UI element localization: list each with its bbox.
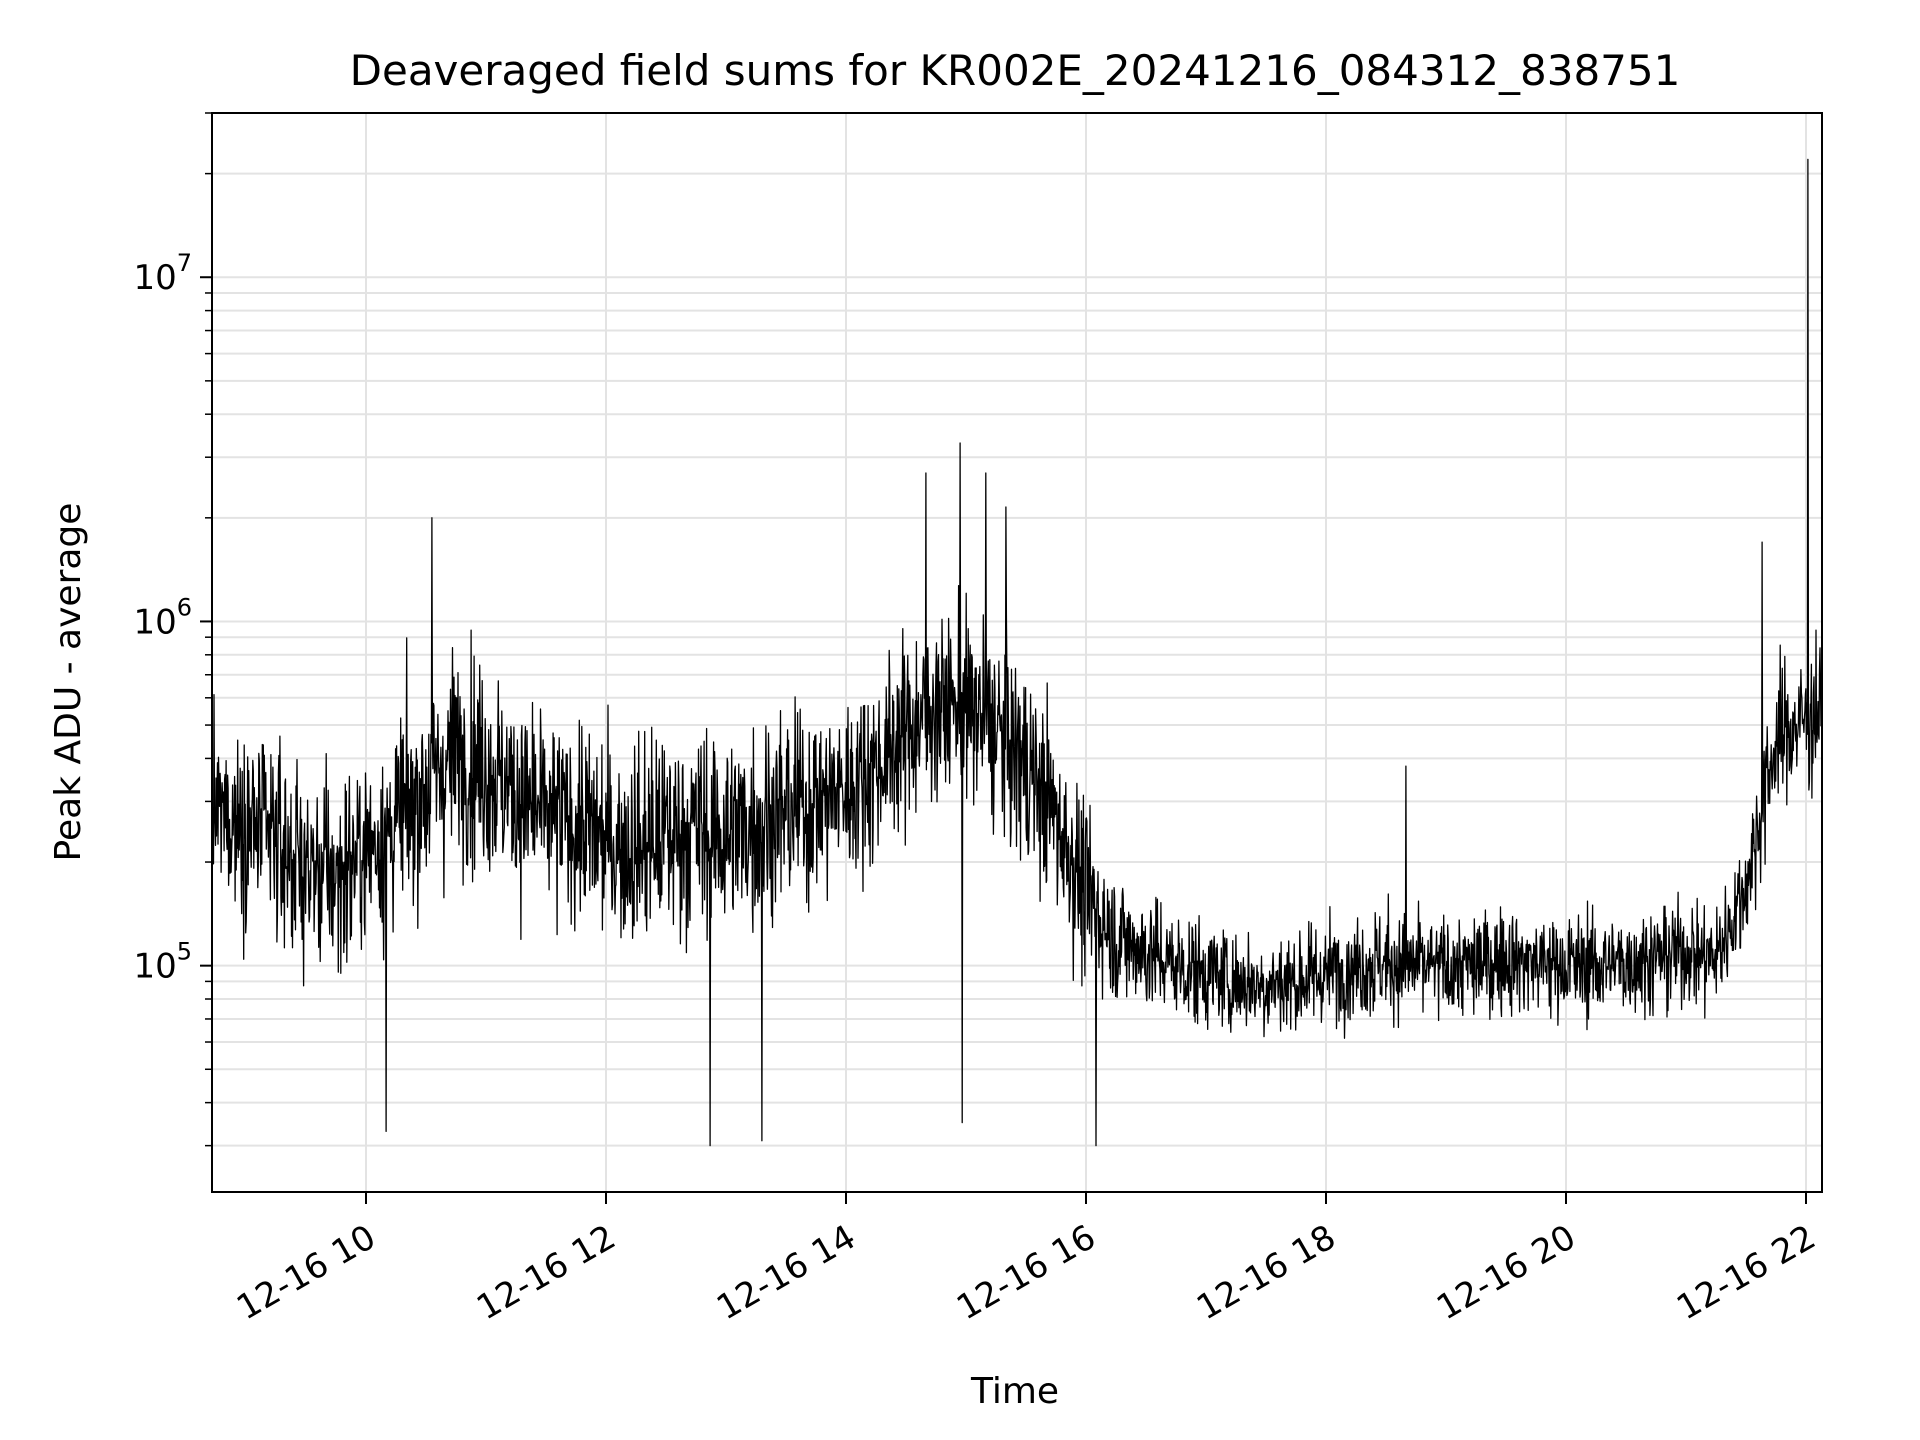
series-line <box>212 158 1822 1147</box>
y-tick-label: 106 <box>133 593 192 642</box>
y-tick-label: 107 <box>133 249 192 298</box>
y-tick-exponent: 7 <box>177 249 192 277</box>
y-tick-exponent: 6 <box>177 593 192 621</box>
plot-frame <box>211 112 1823 1193</box>
x-tick-label: 12-16 10 <box>230 1217 382 1328</box>
y-tick-exponent: 5 <box>177 938 192 966</box>
grid-lines <box>212 112 1822 1192</box>
x-tick-label: 12-16 22 <box>1670 1217 1822 1328</box>
y-tick-label: 105 <box>133 938 192 987</box>
y-tick-base: 10 <box>133 258 176 298</box>
x-tick-label: 12-16 12 <box>470 1217 622 1328</box>
y-tick-base: 10 <box>133 602 176 642</box>
x-axis-label: Time <box>970 1371 1059 1412</box>
x-tick-label: 12-16 18 <box>1190 1217 1342 1328</box>
y-tick-base: 10 <box>133 947 176 987</box>
x-tick-label: 12-16 14 <box>710 1217 862 1328</box>
chart-title: Deaveraged field sums for KR002E_2024121… <box>350 46 1681 95</box>
x-tick-label: 12-16 16 <box>950 1217 1102 1328</box>
data-series-line <box>212 158 1822 1147</box>
x-tick-label: 12-16 20 <box>1430 1217 1582 1328</box>
y-axis-label: Peak ADU - average <box>48 503 89 862</box>
